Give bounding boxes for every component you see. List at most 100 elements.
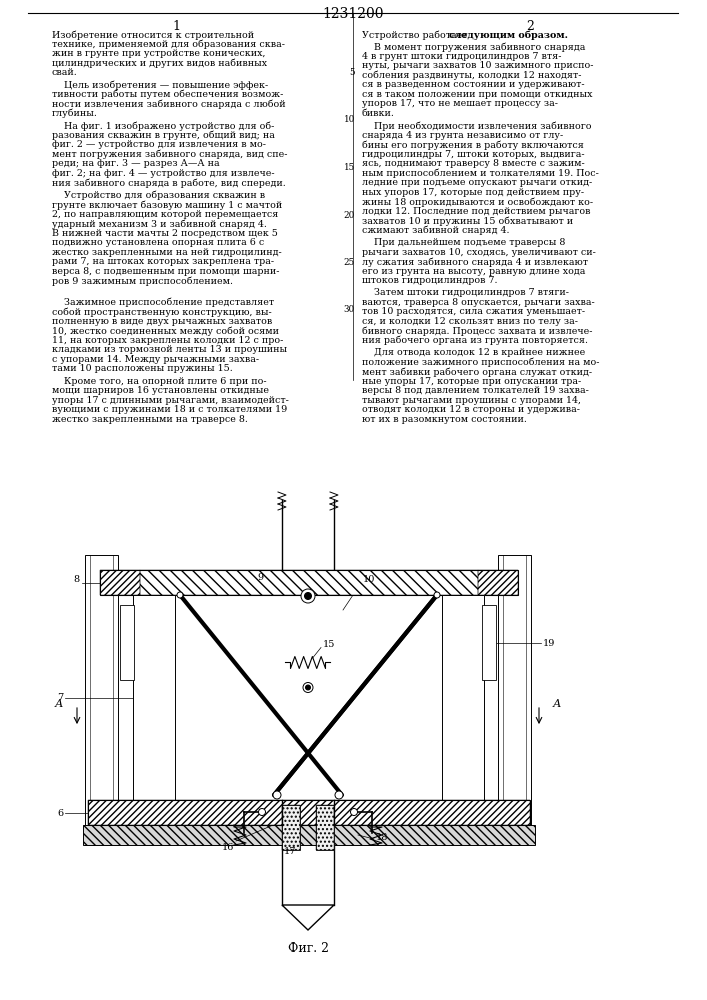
Text: тивности работы путем обеспечения возмож-: тивности работы путем обеспечения возмож… [52,90,284,99]
Text: Цель изобретения — повышение эффек-: Цель изобретения — повышение эффек- [52,80,268,90]
Circle shape [434,592,440,598]
Text: ют их в разомкнутом состоянии.: ют их в разомкнутом состоянии. [362,415,527,424]
Text: тами 10 расположены пружины 15.: тами 10 расположены пружины 15. [52,364,233,373]
Text: подвижно установлена опорная плита 6 с: подвижно установлена опорная плита 6 с [52,238,264,247]
Text: полненную в виде двух рычажных захватов: полненную в виде двух рычажных захватов [52,317,272,326]
Text: 10: 10 [344,115,355,124]
Text: лодки 12. Последние под действием рычагов: лодки 12. Последние под действием рычаго… [362,207,590,216]
Text: 15: 15 [323,640,335,649]
Text: следующим образом.: следующим образом. [449,30,568,39]
Text: При необходимости извлечения забивного: При необходимости извлечения забивного [362,121,592,131]
Text: А: А [55,699,63,709]
Circle shape [305,685,310,690]
Text: нуты, рычаги захватов 10 зажимного приспо-: нуты, рычаги захватов 10 зажимного присп… [362,61,593,70]
Text: вующими с пружинами 18 и с толкателями 19: вующими с пружинами 18 и с толкателями 1… [52,405,287,414]
Text: снаряда 4 из грунта независимо от глу-: снаряда 4 из грунта независимо от глу- [362,131,563,140]
Text: 10, жестко соединенных между собой осями: 10, жестко соединенных между собой осями [52,326,279,336]
Bar [88,800,530,825]
Bar [442,595,484,800]
Circle shape [301,589,315,603]
Text: рами 7, на штоках которых закреплена тра-: рами 7, на штоках которых закреплена тра… [52,257,274,266]
Text: положение зажимного приспособления на мо-: положение зажимного приспособления на мо… [362,358,600,367]
Text: фиг. 2 — устройство для извлечения в мо-: фиг. 2 — устройство для извлечения в мо- [52,140,266,149]
Text: штоков гидроцилиндров 7.: штоков гидроцилиндров 7. [362,276,498,285]
Text: Зажимное приспособление представляет: Зажимное приспособление представляет [52,298,274,307]
Text: верса 8, с подвешенным при помощи шарни-: верса 8, с подвешенным при помощи шарни- [52,267,279,276]
Text: Кроме того, на опорной плите 6 при по-: Кроме того, на опорной плите 6 при по- [52,377,267,386]
Text: В момент погружения забивного снаряда: В момент погружения забивного снаряда [362,42,585,52]
Circle shape [335,791,343,799]
Text: собления раздвинуты, колодки 12 находят-: собления раздвинуты, колодки 12 находят- [362,71,581,80]
Text: тов 10 расходятся, сила сжатия уменьшает-: тов 10 расходятся, сила сжатия уменьшает… [362,307,585,316]
Circle shape [303,682,313,692]
Text: 30: 30 [344,306,355,314]
Bar [282,805,300,850]
Text: его из грунта на высоту, равную длине хода: его из грунта на высоту, равную длине хо… [362,267,585,276]
Text: 6: 6 [57,808,63,818]
Text: технике, применяемой для образования сква-: технике, применяемой для образования скв… [52,39,285,49]
Bar [120,605,134,680]
Text: ясь, поднимают траверсу 8 вместе с зажим-: ясь, поднимают траверсу 8 вместе с зажим… [362,159,585,168]
Text: ния рабочего органа из грунта повторяется.: ния рабочего органа из грунта повторяетс… [362,336,588,345]
Text: захватов 10 и пружины 15 обхватывают и: захватов 10 и пружины 15 обхватывают и [362,216,573,226]
Text: упоров 17, что не мешает процессу за-: упоров 17, что не мешает процессу за- [362,99,558,108]
Text: 20: 20 [344,211,355,220]
Bar [85,555,118,845]
Text: ледние при подъеме опускают рычаги откид-: ледние при подъеме опускают рычаги откид… [362,178,592,187]
Text: бивного снаряда. Процесс захвата и извлече-: бивного снаряда. Процесс захвата и извле… [362,326,592,336]
Text: 4 в грунт штоки гидроцилиндров 7 втя-: 4 в грунт штоки гидроцилиндров 7 втя- [362,52,561,61]
Text: Фиг. 2: Фиг. 2 [288,942,329,955]
Text: В нижней части мачты 2 посредством щек 5: В нижней части мачты 2 посредством щек 5 [52,229,278,238]
Bar [316,805,334,850]
Text: глубины.: глубины. [52,109,98,118]
Text: ся, и колодки 12 скользят вниз по телу за-: ся, и колодки 12 скользят вниз по телу з… [362,317,578,326]
Text: ударный механизм 3 и забивной снаряд 4.: ударный механизм 3 и забивной снаряд 4. [52,219,267,229]
Text: 15: 15 [344,163,355,172]
Text: 17: 17 [284,847,296,856]
Bar [88,800,530,825]
Text: ным приспособлением и толкателями 19. Пос-: ным приспособлением и толкателями 19. По… [362,169,599,178]
Circle shape [177,592,183,598]
Text: На фиг. 1 изображено устройство для об-: На фиг. 1 изображено устройство для об- [52,121,274,131]
Text: 5: 5 [349,68,355,77]
Text: ся в разведенном состоянии и удерживают-: ся в разведенном состоянии и удерживают- [362,80,585,89]
Text: 18: 18 [376,832,388,842]
Text: 1231200: 1231200 [322,7,384,21]
Bar [282,805,300,850]
Text: грунте включает базовую машину 1 с мачтой: грунте включает базовую машину 1 с мачто… [52,200,282,210]
Text: Изобретение относится к строительной: Изобретение относится к строительной [52,30,254,39]
Bar [83,825,535,845]
Text: ваются, траверса 8 опускается, рычаги захва-: ваются, траверса 8 опускается, рычаги за… [362,298,595,307]
Text: рычаги захватов 10, сходясь, увеличивают си-: рычаги захватов 10, сходясь, увеличивают… [362,248,596,257]
Text: лу сжатия забивного снаряда 4 и извлекают: лу сжатия забивного снаряда 4 и извлекаю… [362,257,588,267]
Text: жестко закрепленными на траверсе 8.: жестко закрепленными на траверсе 8. [52,415,248,424]
Text: А: А [553,699,561,709]
Text: 1: 1 [172,20,180,33]
Text: 16: 16 [222,843,234,852]
Text: собой пространственную конструкцию, вы-: собой пространственную конструкцию, вы- [52,307,271,317]
Bar [316,805,334,850]
Text: 2, по направляющим которой перемещается: 2, по направляющим которой перемещается [52,210,279,219]
Text: тывают рычагами проушины с упорами 14,: тывают рычагами проушины с упорами 14, [362,396,581,405]
Text: 2: 2 [526,20,534,33]
Text: Устройство для образования скважин в: Устройство для образования скважин в [52,191,265,200]
Bar [100,570,140,595]
Text: Устройство работает: Устройство работает [362,30,470,39]
Text: 10: 10 [363,576,375,584]
Bar [100,570,518,595]
Text: При дальнейшем подъеме траверсы 8: При дальнейшем подъеме траверсы 8 [362,238,566,247]
Text: жин в грунте при устройстве конических,: жин в грунте при устройстве конических, [52,49,266,58]
Polygon shape [282,905,334,930]
Bar [482,605,496,680]
Text: 8: 8 [74,575,80,584]
Text: 19: 19 [543,639,556,648]
Text: 11, на которых закреплены колодки 12 с про-: 11, на которых закреплены колодки 12 с п… [52,336,284,345]
Circle shape [273,791,281,799]
Text: мент забивки рабочего органа служат откид-: мент забивки рабочего органа служат отки… [362,367,592,377]
Text: ния забивного снаряда в работе, вид спереди.: ния забивного снаряда в работе, вид спер… [52,178,286,188]
Circle shape [305,592,312,599]
Text: кладками из тормозной ленты 13 и проушины: кладками из тормозной ленты 13 и проушин… [52,345,287,354]
Polygon shape [300,680,316,696]
Text: разования скважин в грунте, общий вид; на: разования скважин в грунте, общий вид; н… [52,131,275,140]
Text: ров 9 зажимным приспособлением.: ров 9 зажимным приспособлением. [52,276,233,286]
